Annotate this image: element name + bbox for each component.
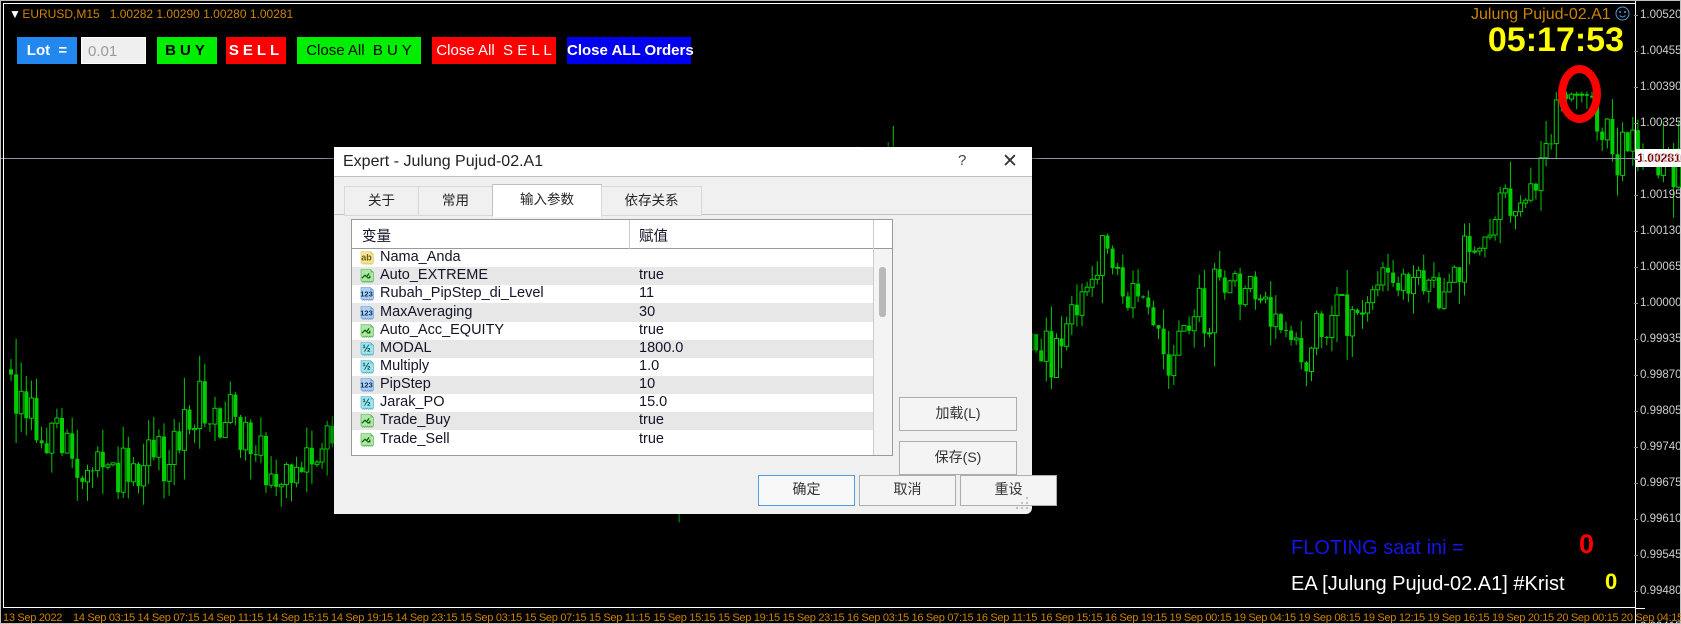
svg-text:ab: ab [361,253,372,263]
svg-text:½: ½ [362,398,370,409]
svg-text:123: 123 [360,308,373,317]
svg-text:123: 123 [360,381,373,390]
svg-text:½: ½ [362,361,370,372]
svg-text:½: ½ [362,343,370,354]
svg-text:123: 123 [360,290,373,299]
